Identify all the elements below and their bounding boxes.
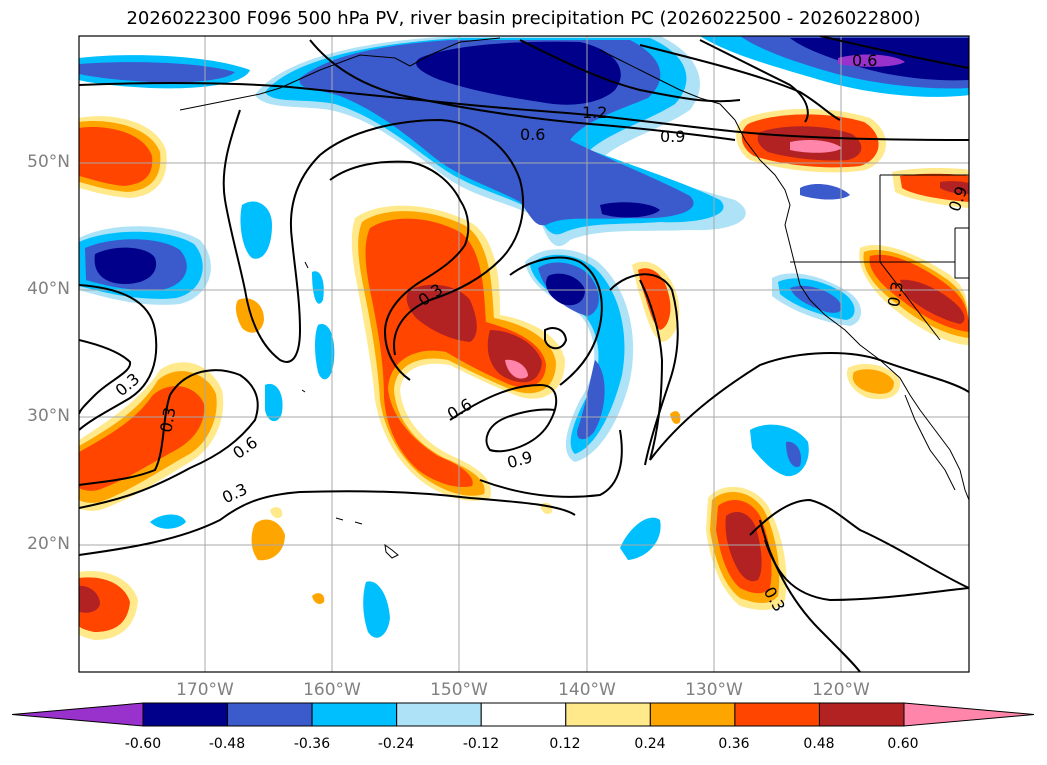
map-border — [78, 35, 970, 673]
positive-anomaly-tiny-1 — [312, 593, 325, 604]
negative-anomaly-west-blob-4 — [94, 247, 157, 284]
negative-anomaly-coast-3 — [790, 285, 842, 313]
positive-anomaly-ne-east-3 — [940, 181, 969, 194]
colorbar-extend-max — [903, 702, 1035, 727]
negative-anomaly-north-deep — [416, 41, 621, 105]
negative-anomaly-small-1 — [240, 201, 272, 259]
negative-anomaly-se-core — [786, 441, 802, 467]
negative-anomaly-small-2 — [312, 271, 324, 304]
contour-label: 0.3 — [884, 280, 907, 308]
positive-anomaly-ne-east-2 — [900, 173, 969, 202]
colorbar-tick-label: -0.36 — [293, 736, 331, 752]
colorbar-tick-label: -0.24 — [377, 736, 415, 752]
lat-label: 20°N — [27, 534, 70, 554]
colorbar-swatch — [396, 702, 482, 727]
colorbar-swatch — [734, 702, 820, 727]
negative-anomaly-north-deep2 — [600, 202, 660, 218]
positive-anomaly-tiny-4 — [670, 411, 681, 424]
negative-anomaly-ne-purple — [838, 54, 905, 67]
contour-label: 0.9 — [660, 127, 685, 146]
negative-anomaly-south-2 — [363, 581, 390, 638]
contour-label: 0.6 — [229, 433, 261, 463]
colorbar — [11, 702, 1035, 727]
positive-anomaly-central-3 — [365, 218, 546, 488]
lat-label: 30°N — [27, 406, 70, 426]
colorbar-swatch — [227, 702, 313, 727]
map-title: 2026022300 F096 500 hPa PV, river basin … — [126, 8, 921, 29]
positive-anomaly-w-small — [235, 298, 264, 333]
colorbar-tick-label: 0.24 — [634, 736, 666, 752]
lon-label: 150°W — [430, 680, 488, 700]
negative-anomaly-se — [750, 424, 809, 477]
positive-anomaly-sw-3 — [79, 585, 100, 613]
colorbar-tick-label: -0.12 — [462, 736, 500, 752]
colorbar-tick-label: -0.48 — [208, 736, 246, 752]
positive-anomaly-central-4 — [406, 284, 542, 383]
negative-anomaly-coast-4 — [800, 184, 850, 200]
positive-anomaly-central-5 — [505, 359, 528, 379]
lat-label: 50°N — [27, 152, 70, 172]
colorbar-tick-label: 0.60 — [887, 736, 919, 752]
contour-label: 0.6 — [852, 51, 877, 70]
negative-anomaly-south-3 — [150, 514, 186, 529]
positive-anomaly-se-4 — [725, 512, 762, 582]
colorbar-extend-min — [11, 702, 144, 727]
colorbar-swatch — [142, 702, 229, 727]
coastlines — [179, 37, 969, 559]
graticule — [79, 36, 969, 672]
positive-anomaly-tiny-2 — [270, 507, 283, 518]
colorbar-tick-label: 0.12 — [549, 736, 581, 752]
positive-anomaly-ne-4 — [790, 140, 842, 153]
contour-label: 1.2 — [582, 103, 607, 122]
lon-label: 160°W — [303, 680, 361, 700]
contour-label: 0.6 — [520, 125, 545, 144]
colorbar-swatch — [480, 702, 567, 727]
positive-anomaly-east-small-2 — [852, 369, 894, 394]
negative-anomaly-central-hook-3 — [538, 262, 605, 440]
positive-anomaly-w-3 — [79, 386, 205, 491]
negative-anomaly-south-1 — [620, 517, 661, 560]
colorbar-tick-label: -0.60 — [124, 736, 162, 752]
contour-label: 0.6 — [444, 394, 476, 423]
negative-anomaly-nw-strip-inner — [79, 62, 235, 83]
lon-label: 120°W — [812, 680, 870, 700]
positive-anomaly-east-strip-2 — [638, 268, 671, 330]
colorbar-swatch — [565, 702, 651, 727]
colorbar-swatch — [649, 702, 736, 727]
lat-label: 40°N — [27, 279, 70, 299]
positive-anomaly-east-4 — [900, 279, 965, 324]
lon-label: 130°W — [685, 680, 743, 700]
negative-anomaly-central-hook-4 — [545, 273, 585, 306]
contour-label: 0.3 — [156, 406, 179, 434]
colorbar-swatch — [818, 702, 905, 727]
contour-label: 0.3 — [219, 479, 250, 507]
pv-contours — [79, 36, 969, 672]
contour-label: 0.3 — [112, 369, 144, 400]
lon-label: 170°W — [176, 680, 234, 700]
negative-anomaly-small-4 — [265, 383, 283, 422]
colorbar-tick-label: 0.48 — [803, 736, 835, 752]
positive-anomaly-nw-3 — [79, 127, 153, 186]
negative-anomaly-small-3 — [315, 324, 335, 380]
colorbar-tick-label: 0.36 — [718, 736, 750, 752]
colorbar-swatch — [311, 702, 398, 727]
lon-label: 140°W — [558, 680, 616, 700]
positive-anomaly-south-small — [251, 519, 285, 561]
